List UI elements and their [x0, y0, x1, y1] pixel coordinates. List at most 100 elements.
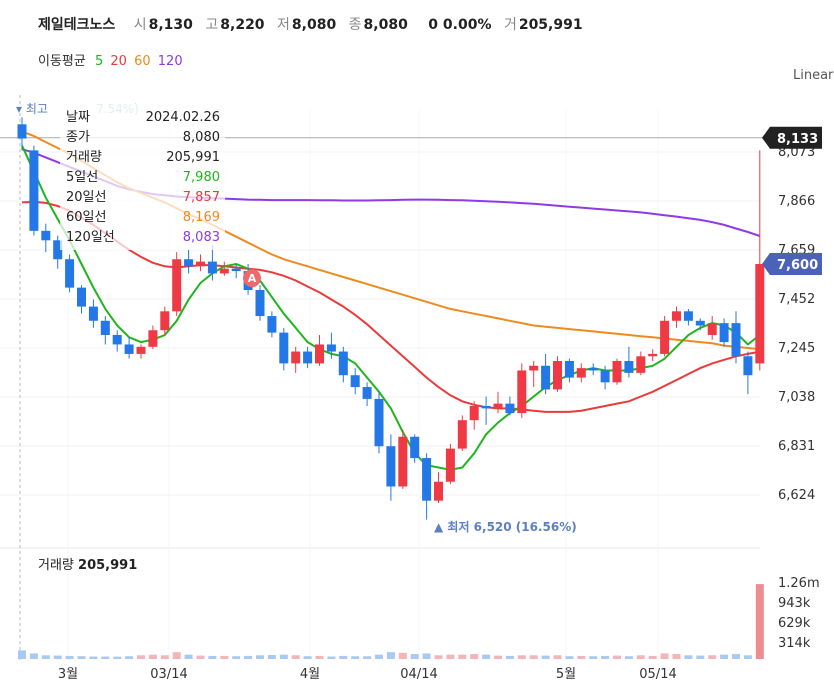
- volume-bar: [220, 655, 229, 659]
- volume-bar: [708, 655, 717, 659]
- tooltip-label: 거래량: [66, 150, 102, 165]
- volume-bar: [291, 655, 300, 659]
- volume-bar: [648, 655, 657, 659]
- candle-body: [160, 311, 170, 331]
- candle-body: [148, 330, 158, 347]
- volume-bar: [303, 656, 312, 659]
- volume-bar: [720, 654, 729, 659]
- candle-body: [600, 370, 610, 383]
- tooltip-row: 종가 8,080: [66, 128, 220, 148]
- ma20-label: 20: [110, 54, 127, 69]
- volume-bar: [529, 655, 538, 659]
- candle-body: [660, 320, 670, 354]
- volume-bar: [553, 655, 562, 659]
- candle-body: [624, 361, 634, 373]
- volume-bar: [208, 655, 217, 659]
- high-label: 고: [205, 17, 219, 33]
- ma60-label: 60: [134, 54, 151, 69]
- volume-bar: [684, 655, 693, 659]
- candle-body: [553, 361, 562, 390]
- crosshair-tooltip: 날짜 2024.02.26 종가 8,080 거래량 205,991 5일선 7,980…: [66, 108, 220, 248]
- candle-body: [636, 356, 646, 373]
- ma20-line: [21, 200, 760, 413]
- volume-bar: [660, 653, 669, 659]
- close-value: 8,080: [363, 17, 408, 33]
- candle-body: [112, 334, 122, 345]
- candle-body: [445, 448, 455, 482]
- y-tick-label: 6,624: [778, 488, 815, 503]
- tooltip-label: 날짜: [66, 110, 90, 125]
- tooltip-row: 120일선 8,083: [66, 228, 220, 248]
- candle-body: [457, 420, 467, 449]
- volume-bar: [755, 584, 764, 659]
- candle-body: [398, 436, 408, 487]
- volume-bar: [125, 656, 134, 659]
- ma-legend[interactable]: 이동평균 5 20 60 120: [38, 50, 188, 69]
- tooltip-value: 8,080: [182, 130, 220, 145]
- volume-bar: [267, 654, 276, 659]
- candle-body: [303, 351, 313, 364]
- volume-bar: [458, 654, 467, 659]
- volume-bar: [113, 656, 122, 659]
- volume-bar: [196, 655, 205, 659]
- volume-bar: [434, 655, 443, 659]
- candle-body: [350, 375, 360, 388]
- volume-bar: [398, 652, 407, 659]
- x-tick-label: 4월: [300, 667, 320, 682]
- volume-bar: [541, 655, 550, 659]
- volume-bar: [18, 650, 26, 659]
- candle-body: [410, 436, 420, 459]
- volume-bar: [184, 654, 193, 659]
- candle-body: [648, 353, 658, 357]
- candle-body: [17, 124, 27, 139]
- volume-bar: [137, 655, 145, 659]
- candle-body: [743, 356, 753, 376]
- candle-body: [707, 323, 717, 335]
- candle-body: [422, 458, 432, 501]
- candle-body: [100, 320, 110, 335]
- low-label: 저: [277, 17, 290, 33]
- tooltip-value: 7,857: [182, 190, 220, 205]
- volume-bar: [89, 656, 98, 659]
- volume-bar: [613, 655, 621, 659]
- volume-pane-title: 거래량: [38, 558, 74, 573]
- scale-mode-toggle[interactable]: Linear: [793, 68, 834, 83]
- volume-bar: [339, 655, 348, 659]
- candle-body: [41, 230, 51, 241]
- volume-tick-label: 943k: [778, 596, 811, 611]
- y-tick-label: 7,038: [778, 390, 815, 405]
- volume-bar: [743, 655, 752, 659]
- tooltip-value: 8,169: [182, 210, 220, 225]
- tooltip-row: 5일선 7,980: [66, 168, 220, 188]
- volume-value: 205,991: [518, 17, 583, 33]
- tooltip-value: 7,980: [182, 170, 220, 185]
- candle-body: [29, 150, 39, 231]
- volume-pane-label: 거래량 205,991: [38, 554, 137, 573]
- candle-body: [564, 361, 574, 378]
- candle-body: [719, 323, 729, 343]
- candle-body: [529, 365, 539, 371]
- volume-bar: [577, 655, 586, 659]
- candle-body: [291, 351, 301, 364]
- volume-bar: [375, 654, 383, 659]
- candle-body: [53, 240, 63, 260]
- y-tick-label: 6,831: [778, 439, 815, 454]
- y-tick-label: 7,452: [778, 292, 815, 307]
- volume-bar: [636, 655, 645, 659]
- volume-bar: [624, 656, 633, 659]
- open-label: 시: [133, 17, 147, 33]
- candle-body: [731, 323, 741, 357]
- volume-bar: [351, 656, 360, 659]
- low-value: 8,080: [291, 17, 337, 33]
- candle-body: [326, 344, 336, 352]
- open-value: 8,130: [148, 17, 193, 33]
- volume-bar: [422, 653, 431, 659]
- change-value: 0 0.00%: [428, 17, 492, 33]
- tooltip-backdrop: [60, 104, 225, 250]
- volume-bar: [172, 652, 181, 659]
- volume-label: 거: [503, 17, 517, 33]
- volume-bar: [696, 655, 705, 659]
- candle-body: [386, 446, 396, 487]
